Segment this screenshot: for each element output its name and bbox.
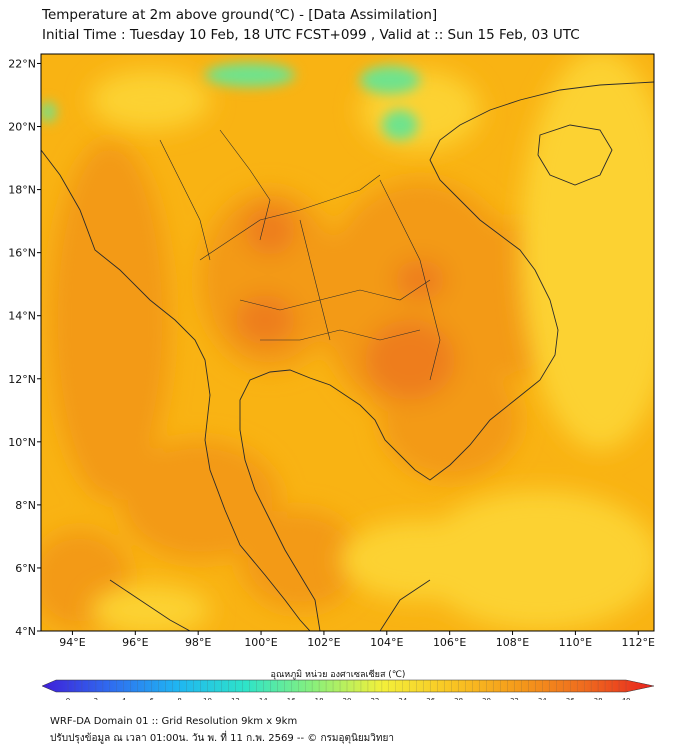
- colorbar-tick-label: 34: [538, 697, 547, 700]
- colorbar-tick-label: 18: [315, 697, 324, 700]
- lat-tick-label: 12°N: [8, 373, 36, 386]
- highland-cold-regions: [41, 63, 420, 140]
- lat-tick-label: 14°N: [8, 310, 36, 323]
- temperature-map: 22°N 20°N 18°N 16°N 14°N 12°N 10°N 8°N 6°N 4°N 94…: [8, 53, 655, 700]
- lat-tick-label: 8°N: [15, 499, 36, 512]
- lon-tick-label: 98°E: [185, 636, 211, 649]
- lon-tick-label: 110°E: [559, 636, 592, 649]
- lon-tick-label: 100°E: [244, 636, 277, 649]
- lon-tick-label: 112°E: [622, 636, 655, 649]
- lat-tick-label: 18°N: [8, 184, 36, 197]
- colorbar-tick-label: 36: [566, 697, 575, 700]
- colorbar-tick-label: 26: [426, 697, 435, 700]
- colorbar-tick-label: 14: [259, 697, 268, 700]
- warm-regions: [41, 140, 560, 630]
- colorbar-tick-label: 20: [343, 697, 352, 700]
- chart-subtitle: Initial Time : Tuesday 10 Feb, 18 UTC FC…: [42, 27, 580, 43]
- lon-tick-label: 102°E: [307, 636, 340, 649]
- longitude-axis: 94°E 96°E 98°E 100°E 102°E 104°E 106°E 108°E 110…: [59, 631, 655, 649]
- colorbar-tick-label: 2: [94, 697, 98, 700]
- lat-tick-label: 20°N: [8, 121, 36, 134]
- chart-title: Temperature at 2m above ground(℃) - [Dat…: [42, 7, 438, 23]
- lon-tick-label: 106°E: [433, 636, 466, 649]
- lon-tick-label: 108°E: [496, 636, 529, 649]
- colorbar-ticks: 0246810121416182022242628303234363840: [66, 680, 631, 700]
- footer-update-info: ปรับปรุงข้อมูล ณ เวลา 01:00น. วัน พ. ที่…: [50, 733, 394, 744]
- colorbar-tick-label: 8: [177, 697, 181, 700]
- colorbar-title: อุณหภูมิ หน่วย องศาเซลเซียส (℃): [270, 670, 406, 680]
- colorbar-tick-label: 10: [203, 697, 212, 700]
- map-plot-area: [41, 54, 654, 631]
- lat-tick-label: 10°N: [8, 436, 36, 449]
- colorbar-tick-label: 16: [287, 697, 296, 700]
- colorbar-tick-label: 4: [122, 697, 127, 700]
- cool-regions: [90, 54, 654, 631]
- colorbar-tick-label: 40: [622, 697, 631, 700]
- country-borders: [159, 129, 441, 381]
- colorbar-tick-label: 28: [454, 697, 463, 700]
- colorbar-tick-label: 22: [370, 697, 379, 700]
- colorbar-tick-label: 38: [594, 697, 603, 700]
- lat-tick-label: 16°N: [8, 247, 36, 260]
- footer-model-info: WRF-DA Domain 01 :: Grid Resolution 9km …: [50, 716, 298, 727]
- lon-tick-label: 94°E: [59, 636, 85, 649]
- colorbar: [41, 679, 655, 693]
- lon-tick-label: 104°E: [370, 636, 403, 649]
- lon-tick-label: 96°E: [122, 636, 148, 649]
- colorbar-tick-label: 0: [66, 697, 70, 700]
- latitude-axis: 22°N 20°N 18°N 16°N 14°N 12°N 10°N 8°N 6°N 4°N: [8, 57, 41, 638]
- colorbar-tick-label: 24: [398, 697, 407, 700]
- colorbar-tick-label: 12: [231, 697, 240, 700]
- colorbar-tick-label: 6: [149, 697, 154, 700]
- coastlines: [41, 81, 654, 631]
- colorbar-tick-label: 30: [482, 697, 491, 700]
- lat-tick-label: 22°N: [8, 57, 36, 70]
- map-frame: [40, 53, 655, 632]
- colorbar-tick-label: 32: [510, 697, 519, 700]
- lat-tick-label: 6°N: [15, 562, 36, 575]
- lat-tick-label: 4°N: [15, 625, 36, 638]
